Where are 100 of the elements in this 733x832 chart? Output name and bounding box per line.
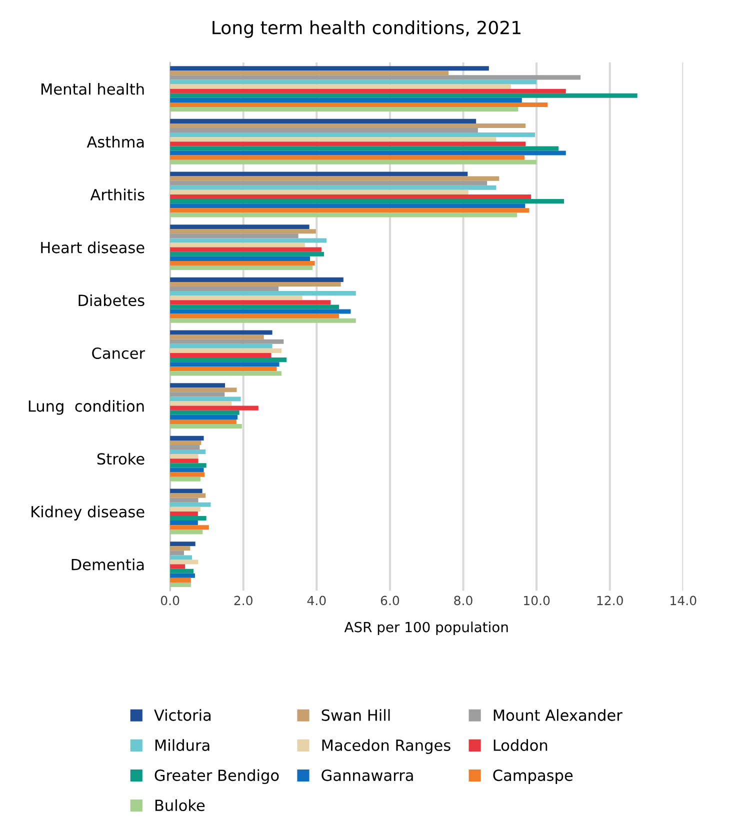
- bar: [170, 530, 203, 534]
- bar: [170, 330, 272, 335]
- bar: [170, 493, 206, 498]
- bar: [170, 93, 638, 98]
- legend-label: Campaspe: [493, 770, 573, 784]
- bar: [170, 238, 327, 243]
- bar: [170, 176, 500, 181]
- bar: [170, 199, 564, 204]
- bar: [170, 392, 225, 397]
- bar: [170, 406, 258, 410]
- y-tick-label: Kidney disease: [32, 506, 144, 520]
- bar: [170, 424, 242, 429]
- bar: [170, 84, 511, 89]
- bar: [170, 454, 198, 459]
- bar: [170, 520, 198, 526]
- bar: [170, 128, 478, 133]
- y-tick-label: Heart disease: [41, 242, 144, 254]
- bar: [170, 247, 322, 252]
- bar: [170, 146, 559, 151]
- bar: [170, 436, 204, 440]
- x-tick-label: 12.0: [597, 596, 623, 606]
- bar: [170, 555, 192, 560]
- x-tick-label: 10.0: [524, 596, 550, 606]
- bar: [170, 582, 191, 588]
- bar: [170, 291, 356, 296]
- bar: [170, 286, 279, 292]
- bar: [170, 296, 302, 300]
- bar: [170, 440, 202, 446]
- bar: [170, 282, 341, 287]
- bar: [170, 88, 566, 94]
- bar: [170, 66, 489, 71]
- bar: [170, 208, 530, 213]
- legend-label: Gannawarra: [322, 770, 413, 782]
- bar: [170, 155, 524, 160]
- legend-label: Buloke: [155, 799, 205, 812]
- bar: [170, 75, 581, 80]
- x-tick-label: 8.0: [454, 596, 472, 606]
- bar: [170, 318, 356, 323]
- chart-title: Long term health conditions, 2021: [212, 20, 520, 38]
- bar: [170, 410, 240, 415]
- bar: [170, 458, 198, 464]
- bar: [170, 445, 200, 450]
- bar: [170, 123, 526, 128]
- bar: [170, 383, 226, 388]
- bar: [170, 172, 468, 176]
- bar: [170, 242, 305, 248]
- bar: [170, 132, 536, 138]
- y-tick-label: Cancer: [92, 347, 146, 359]
- legend-label: Mildura: [155, 739, 210, 751]
- bar: [170, 102, 548, 107]
- bar: [170, 550, 184, 556]
- bar: [170, 142, 526, 146]
- bar: [170, 419, 236, 424]
- bar: [170, 568, 194, 574]
- bar: [170, 106, 518, 112]
- legend-label: Loddon: [494, 739, 548, 751]
- legend-label: Greater Bendigo: [154, 769, 279, 784]
- bar: [170, 80, 537, 84]
- x-axis-title: ASR per 100 population: [344, 622, 508, 636]
- bar: [170, 388, 237, 392]
- bar: [170, 260, 315, 266]
- legend-label: Victoria: [154, 709, 211, 721]
- bar: [170, 560, 198, 564]
- bar: [170, 498, 198, 502]
- bar: [170, 190, 468, 194]
- bar: [170, 468, 204, 472]
- bar: [170, 366, 277, 372]
- bar: [170, 150, 566, 156]
- bar: [170, 573, 195, 578]
- bar: [170, 472, 205, 477]
- bar: [170, 371, 282, 376]
- bar: [170, 344, 272, 348]
- bar: [170, 229, 316, 234]
- bar: [170, 348, 282, 353]
- bar: [170, 70, 449, 76]
- bar: [170, 362, 280, 367]
- y-tick-label: Asthma: [86, 136, 144, 148]
- bar: [170, 314, 340, 318]
- bar: [170, 265, 313, 270]
- bar: [170, 516, 206, 521]
- x-tick-label: 4.0: [307, 596, 326, 606]
- bar: [170, 476, 200, 482]
- bar: [170, 546, 190, 551]
- legend-label: Mount Alexander: [494, 709, 622, 721]
- bar: [170, 194, 532, 200]
- bar: [170, 160, 537, 164]
- bar: [170, 234, 298, 238]
- bar: [170, 525, 209, 530]
- y-tick-label: Stroke: [97, 452, 144, 465]
- bar: [170, 463, 206, 468]
- bar: [170, 252, 324, 256]
- bar: [170, 358, 287, 362]
- bar: [170, 502, 211, 507]
- legend-label: Swan Hill: [322, 709, 390, 721]
- y-tick-label: Diabetes: [78, 294, 144, 306]
- bar: [170, 542, 196, 546]
- bar: [170, 511, 198, 516]
- bar: [170, 564, 186, 569]
- bar: [170, 185, 496, 190]
- x-tick-label: 2.0: [234, 596, 252, 606]
